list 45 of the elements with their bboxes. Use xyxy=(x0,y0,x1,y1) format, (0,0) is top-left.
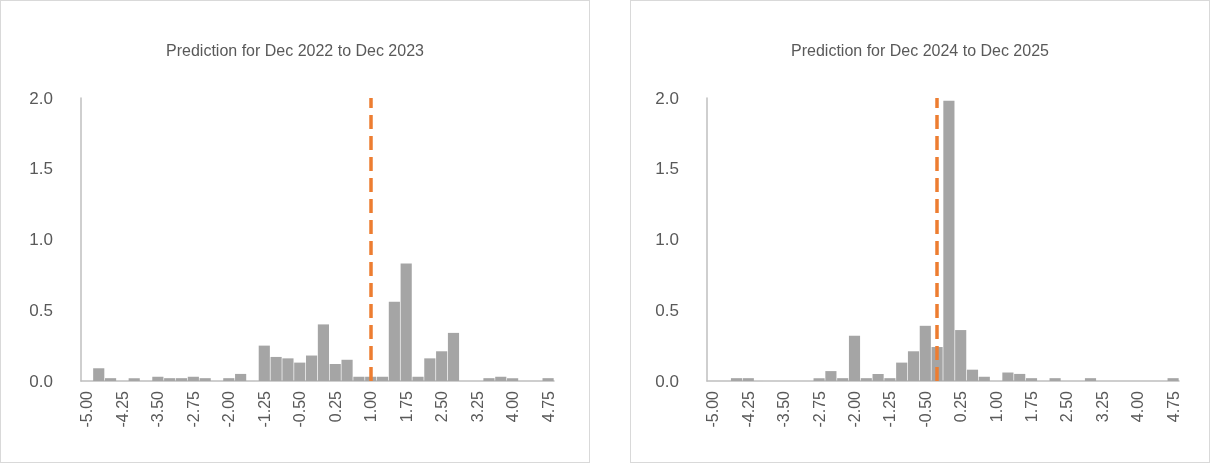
x-tick-label: 1.75 xyxy=(397,390,415,423)
x-tick-label: -2.00 xyxy=(220,390,238,428)
y-tick-label: 1.5 xyxy=(29,159,53,179)
y-tick-label: 1.0 xyxy=(655,230,679,249)
x-tick-label: 1.00 xyxy=(987,390,1005,423)
x-tick-label: 1.00 xyxy=(362,390,380,423)
y-tick-label: 2.0 xyxy=(29,88,53,108)
y-tick-label: 0.5 xyxy=(655,300,679,320)
x-tick-label: 1.75 xyxy=(1023,390,1040,423)
x-tick-label: -4.25 xyxy=(739,390,757,428)
x-tick-label: -2.75 xyxy=(184,390,202,428)
x-tick-label: 3.25 xyxy=(1093,390,1111,423)
x-tick-label: -5.00 xyxy=(78,390,96,428)
x-tick-label: -0.50 xyxy=(916,390,934,428)
y-tick-label: 1.5 xyxy=(655,159,679,179)
x-tick-label: -1.25 xyxy=(255,390,273,428)
chart-title: Prediction for Dec 2024 to Dec 2025 xyxy=(791,41,1050,59)
x-tick-label: 4.75 xyxy=(1164,390,1182,423)
x-tick-label: 2.50 xyxy=(433,390,451,423)
y-tick-label: 0.5 xyxy=(29,300,53,320)
x-tick-label: -3.50 xyxy=(149,390,167,428)
bar xyxy=(1084,378,1097,381)
x-tick-label: 4.00 xyxy=(1129,390,1147,423)
x-tick-label: -5.00 xyxy=(704,390,722,428)
y-tick-label: 0.0 xyxy=(655,371,679,391)
x-tick-label: -2.75 xyxy=(810,390,828,428)
x-tick-label: 4.00 xyxy=(504,390,522,423)
x-tick-label: 0.25 xyxy=(326,390,344,423)
x-tick-label: 3.25 xyxy=(468,390,486,423)
x-tick-label: -0.50 xyxy=(291,390,309,428)
x-tick-label: -2.00 xyxy=(846,390,863,428)
y-tick-label: 1.0 xyxy=(29,230,53,249)
x-tick-label: -4.25 xyxy=(113,390,131,428)
bar xyxy=(542,378,554,381)
x-tick-label: 2.50 xyxy=(1058,390,1076,423)
bar xyxy=(128,378,140,381)
x-tick-label: -1.25 xyxy=(881,390,899,428)
y-tick-label: 0.0 xyxy=(29,371,53,391)
x-tick-label: -3.50 xyxy=(775,390,793,428)
chart-title: Prediction for Dec 2022 to Dec 2023 xyxy=(166,41,425,59)
y-tick-label: 2.0 xyxy=(655,88,679,108)
x-tick-label: 0.25 xyxy=(952,390,970,423)
x-tick-label: 4.75 xyxy=(539,390,557,423)
bar xyxy=(1167,378,1179,381)
bar xyxy=(1049,378,1061,381)
